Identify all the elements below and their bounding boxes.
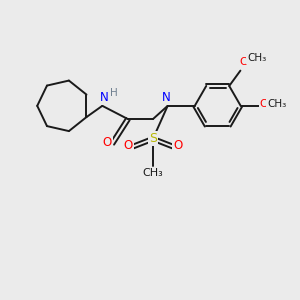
Text: CH₃: CH₃ xyxy=(142,168,163,178)
Text: O: O xyxy=(260,99,268,110)
Text: O: O xyxy=(102,136,112,148)
Text: CH₃: CH₃ xyxy=(247,53,266,63)
Text: H: H xyxy=(110,88,117,98)
Text: N: N xyxy=(99,91,108,104)
Text: O: O xyxy=(240,57,248,68)
Text: O: O xyxy=(124,140,133,152)
Text: N: N xyxy=(162,91,171,104)
Text: CH₃: CH₃ xyxy=(267,99,286,110)
Text: O: O xyxy=(173,140,182,152)
Text: S: S xyxy=(149,132,157,145)
